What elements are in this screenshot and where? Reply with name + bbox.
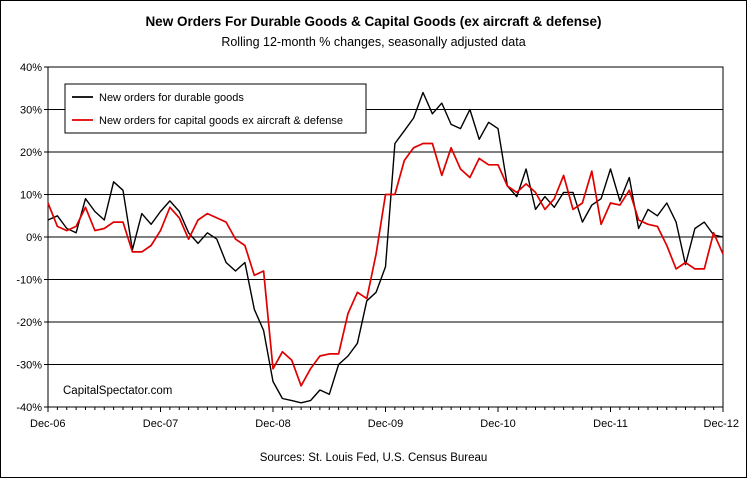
y-tick-label: 20% <box>20 147 42 159</box>
x-tick-label: Dec-09 <box>368 418 403 430</box>
y-tick-label: 10% <box>20 190 42 202</box>
y-tick-label: 40% <box>20 62 42 74</box>
y-tick-label: 0% <box>26 232 42 244</box>
y-tick-label: -30% <box>16 360 42 372</box>
chart-title: New Orders For Durable Goods & Capital G… <box>145 14 602 29</box>
legend-label-1: New orders for durable goods <box>99 92 244 104</box>
series-line-1 <box>47 91 724 404</box>
y-axis: -40% -30% -20% -10% 0% 10% 20% 30% 40% <box>16 62 48 414</box>
source-note: Sources: St. Louis Fed, U.S. Census Bure… <box>259 452 488 464</box>
x-tick-label: Dec-06 <box>30 418 65 430</box>
y-tick-label: -20% <box>16 317 42 329</box>
x-tick-label: Dec-10 <box>480 418 515 430</box>
chart-subtitle: Rolling 12-month % changes, seasonally a… <box>221 35 526 49</box>
legend: New orders for durable goods New orders f… <box>64 83 367 134</box>
y-tick-label: 30% <box>20 105 42 117</box>
y-tick-label: -40% <box>16 402 42 414</box>
x-axis: Dec-06 Dec-07 Dec-08 Dec-09 Dec-10 Dec-11 Dec-… <box>30 407 739 430</box>
legend-label-2: New orders for capital goods ex aircraft… <box>99 115 343 127</box>
legend-box <box>64 83 367 134</box>
watermark-text: CapitalSpectator.com <box>63 385 172 397</box>
y-tick-label: -10% <box>16 275 42 287</box>
x-tick-label: Dec-12 <box>704 418 739 430</box>
x-tick-label: Dec-08 <box>255 418 290 430</box>
x-tick-label: Dec-07 <box>143 418 178 430</box>
series-lines <box>47 91 724 404</box>
series-line-2 <box>47 142 724 387</box>
x-tick-label: Dec-11 <box>593 418 628 430</box>
